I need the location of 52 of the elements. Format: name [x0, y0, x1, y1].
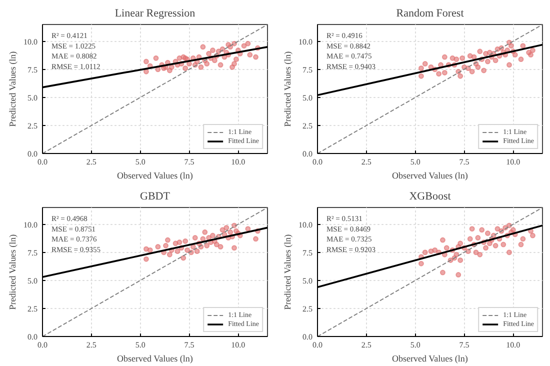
x-tick-label: 7.5: [459, 158, 470, 166]
x-tick-label: 2.5: [86, 158, 96, 166]
y-axis-title: Predicted Values (ln): [282, 51, 292, 127]
x-tick-label: 10.0: [506, 340, 520, 350]
x-tick-label: 7.5: [184, 340, 194, 350]
chart-title: GBDT: [140, 190, 170, 202]
x-tick-label: 10.0: [231, 158, 246, 166]
y-tick-label: 5.0: [302, 276, 312, 286]
y-tick-label: 2.5: [28, 121, 38, 130]
y-tick-label: 10.0: [24, 37, 38, 46]
x-tick-label: 0.0: [38, 340, 48, 350]
x-axis-title: Observed Values (ln): [117, 170, 193, 180]
y-tick-label: 7.5: [28, 65, 38, 74]
x-tick-label: 5.0: [410, 158, 420, 166]
y-tick-label: 7.5: [302, 65, 312, 74]
y-axis-title: Predicted Values (ln): [282, 234, 292, 310]
y-tick-label: 2.5: [302, 304, 312, 314]
x-tick-label: 7.5: [184, 158, 194, 166]
y-tick-label: 0.0: [28, 150, 38, 158]
x-tick-label: 0.0: [312, 340, 322, 350]
y-tick-label: 5.0: [302, 93, 312, 102]
chart-title: Linear Regression: [114, 8, 196, 20]
x-tick-label: 2.5: [361, 158, 372, 166]
x-axis-title: Observed Values (ln): [392, 354, 468, 364]
x-tick-label: 0.0: [38, 158, 48, 166]
chart-title: Random Forest: [396, 8, 464, 20]
y-tick-label: 0.0: [302, 332, 312, 342]
y-axis-title: Predicted Values (ln): [8, 234, 18, 310]
x-tick-label: 7.5: [459, 340, 470, 350]
y-tick-label: 2.5: [28, 304, 38, 314]
x-axis-title: Observed Values (ln): [117, 354, 193, 364]
x-tick-label: 10.0: [231, 340, 246, 350]
x-tick-label: 5.0: [135, 158, 146, 166]
y-tick-label: 0.0: [302, 150, 312, 158]
y-tick-label: 10.0: [298, 37, 312, 46]
y-tick-label: 5.0: [28, 276, 38, 286]
y-tick-label: 7.5: [28, 248, 38, 258]
x-tick-label: 5.0: [410, 340, 420, 350]
y-tick-label: 10.0: [298, 220, 312, 230]
y-tick-label: 10.0: [24, 220, 38, 230]
y-tick-label: 7.5: [302, 248, 312, 258]
chart-title: XGBoost: [409, 190, 451, 202]
y-axis-title: Predicted Values (ln): [8, 51, 18, 127]
y-tick-label: 5.0: [28, 93, 38, 102]
x-axis-title: Observed Values (ln): [392, 170, 468, 180]
x-tick-label: 2.5: [361, 340, 372, 350]
y-tick-label: 2.5: [302, 121, 312, 130]
x-tick-label: 5.0: [135, 340, 146, 350]
x-tick-label: 10.0: [506, 158, 520, 166]
x-tick-label: 2.5: [86, 340, 96, 350]
x-tick-label: 0.0: [312, 158, 322, 166]
y-tick-label: 0.0: [28, 332, 38, 342]
